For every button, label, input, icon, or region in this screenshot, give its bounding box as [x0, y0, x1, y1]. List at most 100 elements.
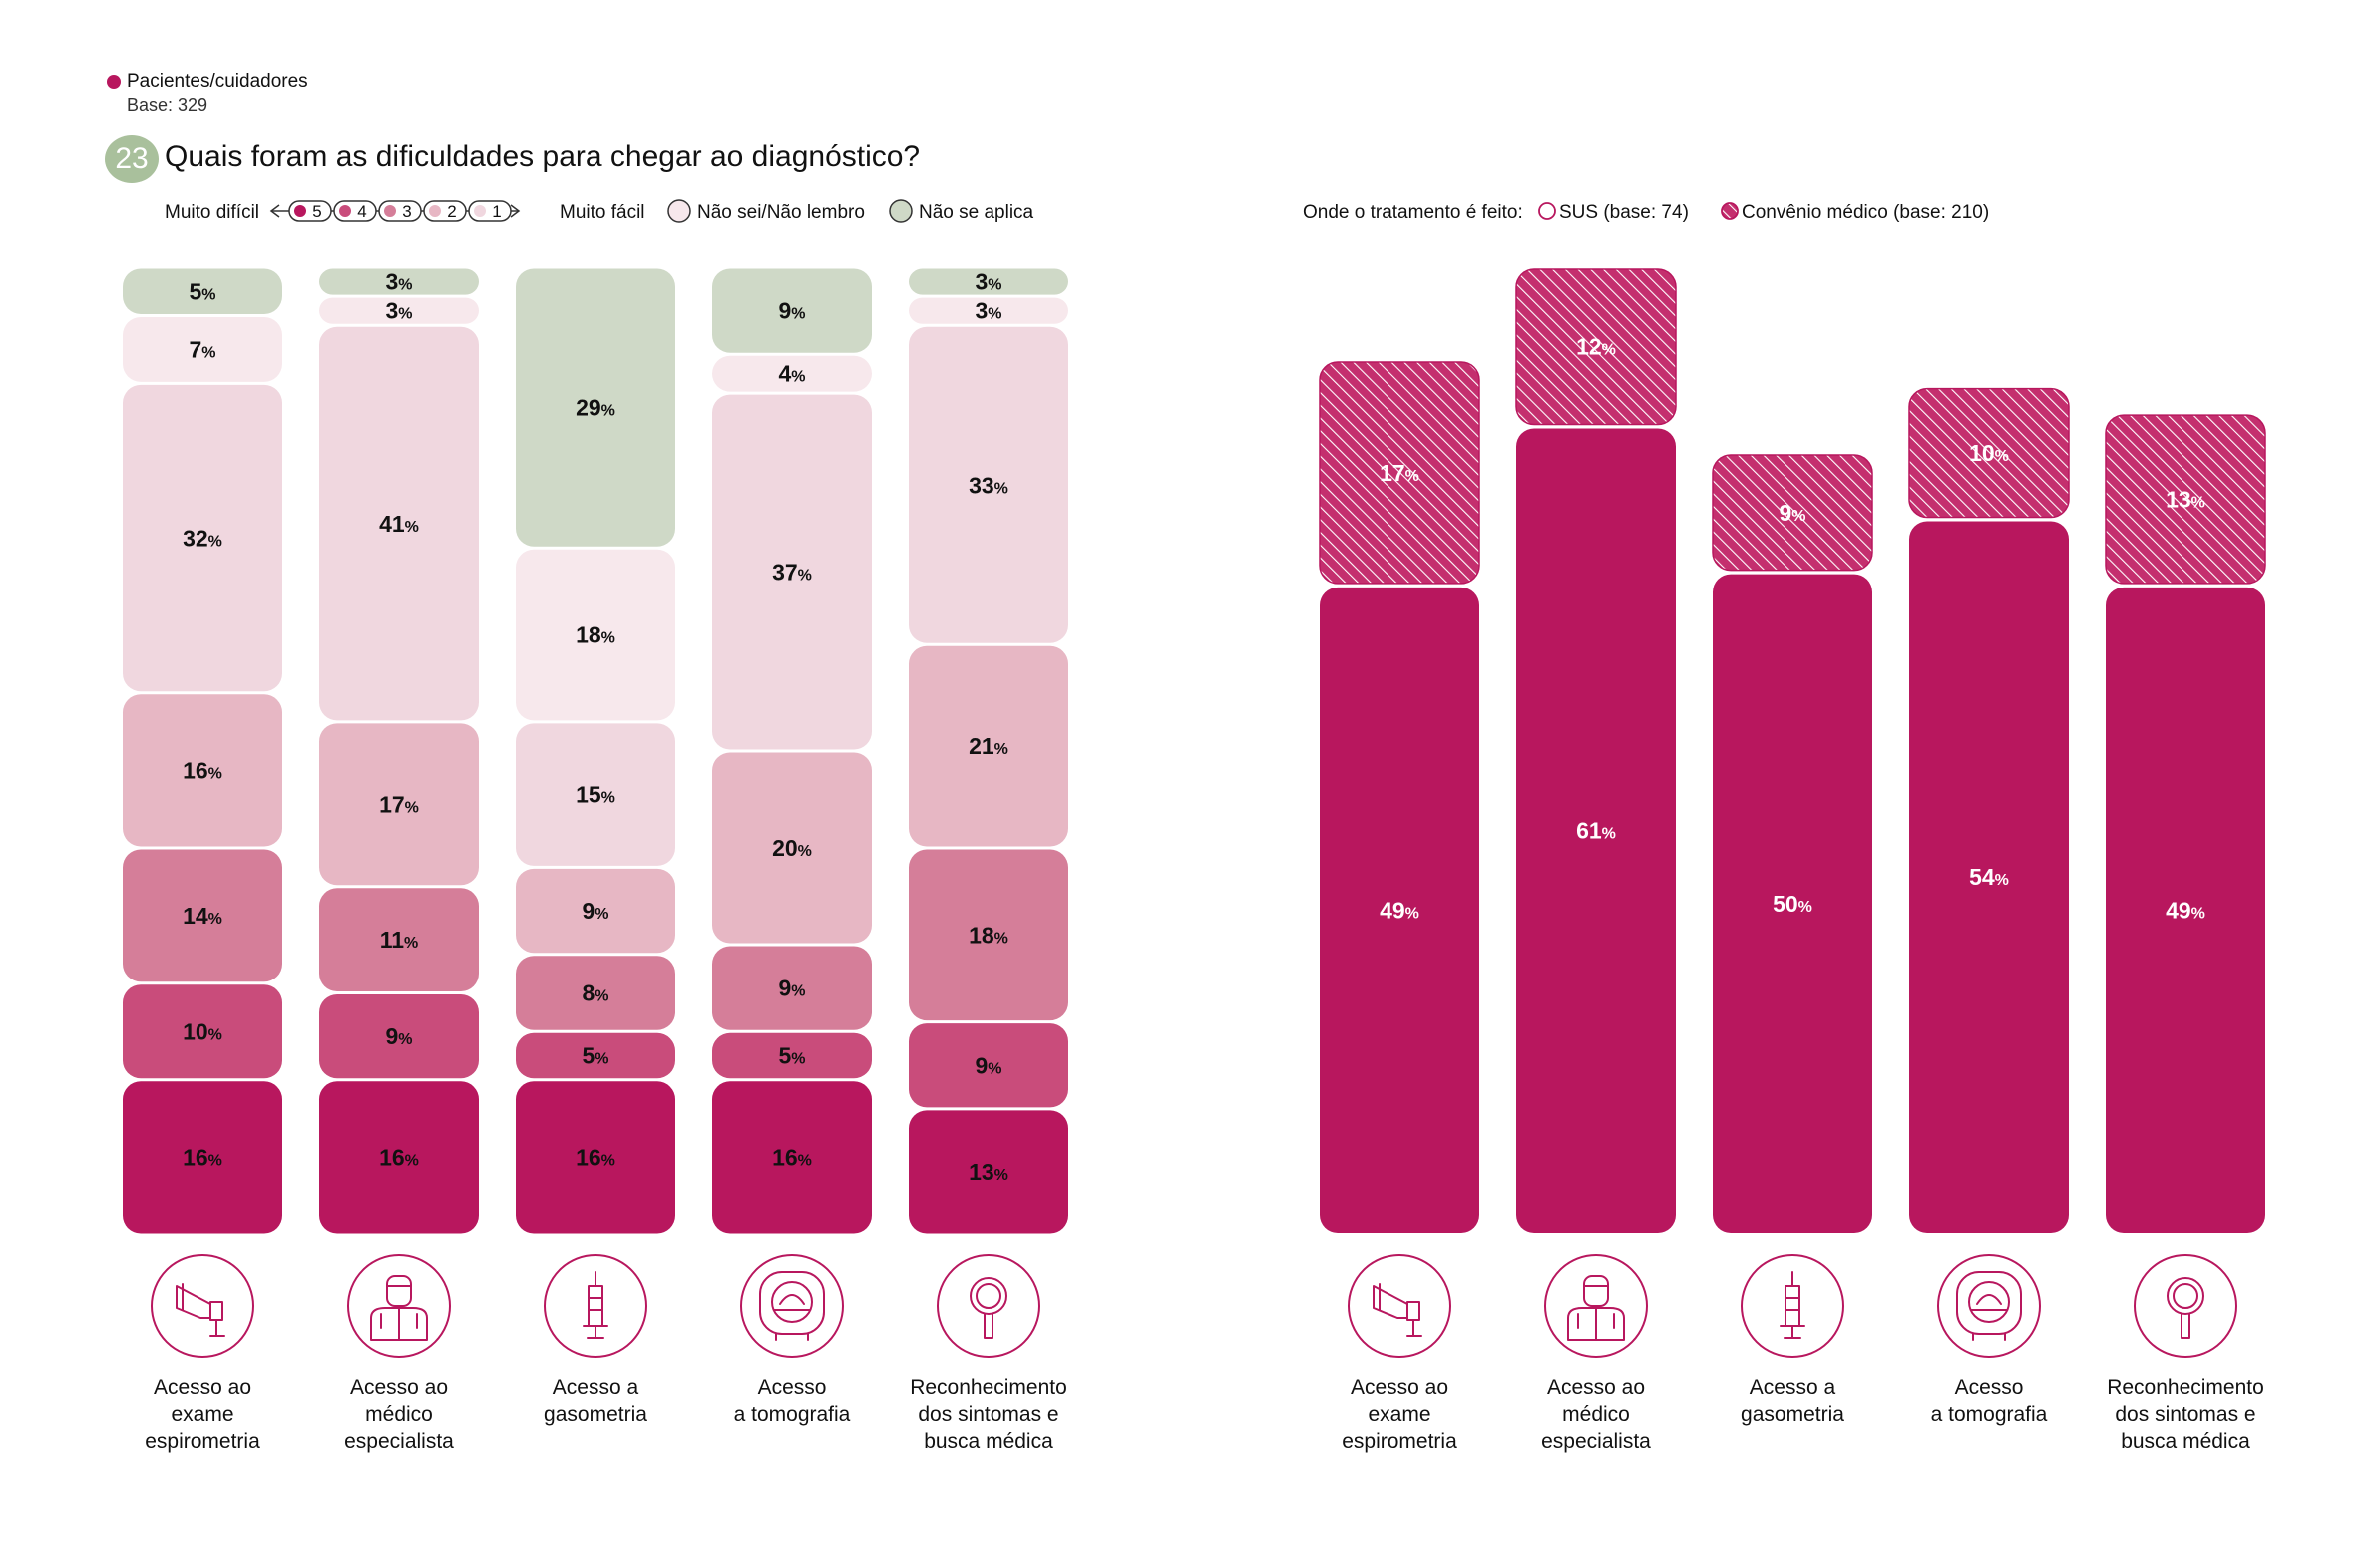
stack-segment	[123, 317, 282, 382]
stack-segment	[123, 1081, 282, 1234]
legend-level-label: 5	[312, 202, 321, 221]
stack-segment	[319, 723, 479, 886]
spirometer-icon	[151, 1254, 254, 1358]
stack-segment	[123, 384, 282, 692]
respondent-dot	[107, 75, 121, 89]
legend-nao-sei: Não sei/Não lembro	[697, 202, 865, 223]
stack-value-label: 9%	[582, 898, 608, 924]
legend-arrow-right-icon	[510, 204, 521, 218]
stack-segment	[319, 888, 479, 991]
stack-value-label: 16%	[772, 1144, 812, 1170]
stack-segment	[909, 268, 1068, 295]
stack-segment	[712, 946, 872, 1030]
stack-value-label: 3%	[385, 269, 412, 295]
treatment-value-label: 13%	[2166, 487, 2205, 513]
legend-convenio-swatch	[1721, 202, 1739, 220]
treatment-value-label: 49%	[2166, 897, 2205, 923]
question-number-badge: 23	[105, 135, 159, 183]
legend-level-dot	[474, 205, 486, 217]
stack-value-label: 29%	[576, 395, 615, 421]
stack-segment	[909, 326, 1068, 643]
sus-bar	[2106, 587, 2265, 1233]
treatment-value-label: 54%	[1969, 864, 2009, 890]
legend-nao-se-aplica-swatch	[889, 199, 913, 223]
stack-segment	[909, 297, 1068, 324]
legend-level-dot	[429, 205, 441, 217]
category-label: Acesso ao médico especialista	[344, 1376, 454, 1453]
magnifier-icon	[2134, 1254, 2237, 1358]
stack-segment	[319, 994, 479, 1079]
stack-segment	[909, 1023, 1068, 1108]
stack-segment	[319, 297, 479, 324]
stack-value-label: 37%	[772, 560, 812, 586]
stack-value-label: 16%	[576, 1144, 615, 1170]
treatment-value-label: 12%	[1576, 334, 1616, 360]
stack-value-label: 5%	[778, 1043, 805, 1069]
stack-value-label: 11%	[380, 927, 419, 953]
legend-level-label: 2	[447, 202, 456, 221]
stack-value-label: 17%	[379, 791, 419, 817]
legend-right: Onde o tratamento é feito: SUS (base: 74)…	[1303, 202, 1989, 223]
respondent-label: Pacientes/cuidadores	[127, 71, 308, 92]
stack-segment	[319, 1081, 479, 1234]
stack-segment	[909, 849, 1068, 1021]
stack-segment	[123, 849, 282, 982]
treatment-value-label: 61%	[1576, 818, 1616, 844]
stack-segment	[516, 268, 675, 547]
legend-treatment-title: Onde o tratamento é feito:	[1303, 202, 1523, 223]
stack-segment	[123, 694, 282, 847]
legend-level-dot	[294, 205, 306, 217]
legend-level-label: 3	[402, 202, 411, 221]
legend-sus-swatch	[1538, 202, 1556, 220]
stack-value-label: 33%	[969, 472, 1008, 498]
stack-segment	[319, 326, 479, 721]
stack-segment	[516, 549, 675, 721]
sus-bar	[1516, 428, 1676, 1234]
category-label: Reconhecimento dos sintomas e busca médica	[910, 1376, 1067, 1453]
stack-segment	[712, 394, 872, 750]
stack-value-label: 5%	[189, 278, 215, 304]
category-label: Acesso a gasometria	[1741, 1376, 1844, 1426]
syringe-icon	[1741, 1254, 1844, 1358]
stack-segment	[909, 1110, 1068, 1234]
convenio-bar	[1319, 361, 1480, 585]
convenio-bar	[1515, 268, 1677, 426]
stack-segment	[516, 1081, 675, 1234]
legend-sus: SUS (base: 74)	[1559, 202, 1689, 223]
stack-value-label: 14%	[183, 903, 222, 929]
stack-value-label: 4%	[778, 361, 805, 387]
legend-arrow-left-icon	[269, 204, 280, 218]
stack-segment	[712, 268, 872, 353]
category-label: Acesso a tomografia	[1931, 1376, 2048, 1426]
treatment-value-label: 49%	[1380, 897, 1419, 923]
legend-convenio: Convênio médico (base: 210)	[1742, 202, 1989, 223]
legend-left: Muito difícil 5 4 3 2 1 Muito fácil Não sei/Não…	[165, 199, 1034, 223]
category-icons	[151, 1254, 2237, 1358]
tomography-icon	[1937, 1254, 2041, 1358]
stack-segment	[123, 268, 282, 314]
stack-value-label: 32%	[183, 526, 222, 552]
convenio-bar	[1712, 454, 1873, 572]
legend-muito-dificil: Muito difícil	[165, 202, 259, 223]
treatment-value-label: 50%	[1773, 891, 1812, 917]
stack-segment	[712, 1081, 872, 1234]
legend-nao-sei-swatch	[667, 199, 691, 223]
stack-segment	[516, 1032, 675, 1079]
magnifier-icon	[937, 1254, 1040, 1358]
stack-value-label: 3%	[975, 269, 1001, 295]
stack-segment	[909, 645, 1068, 847]
treatment-value-label: 10%	[1969, 440, 2009, 466]
stack-value-label: 9%	[778, 298, 805, 324]
stack-segment	[712, 355, 872, 392]
legend-level-label: 4	[357, 202, 366, 221]
stack-segment	[712, 752, 872, 944]
category-label: Acesso ao médico especialista	[1541, 1376, 1651, 1453]
stack-value-label: 16%	[183, 757, 222, 783]
stack-value-label: 20%	[772, 835, 812, 861]
category-label: Acesso a tomografia	[734, 1376, 851, 1426]
category-labels: Acesso ao exame espirometria Acesso ao médic…	[145, 1376, 2264, 1453]
stack-value-label: 9%	[975, 1052, 1001, 1078]
stack-value-label: 10%	[183, 1018, 222, 1044]
category-label: Acesso ao exame espirometria	[145, 1376, 260, 1453]
category-label: Reconhecimento dos sintomas e busca médica	[2107, 1376, 2264, 1453]
